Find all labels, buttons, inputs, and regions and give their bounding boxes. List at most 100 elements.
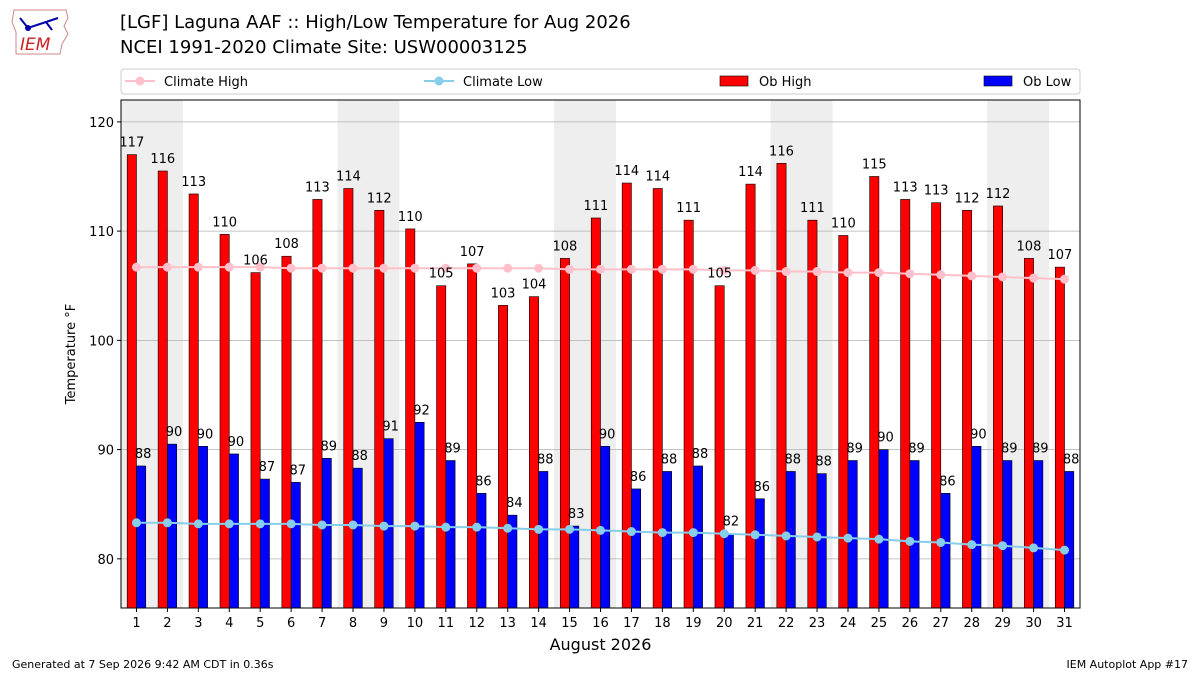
x-tick-label: 10 — [407, 616, 424, 631]
x-tick-label: 22 — [778, 616, 795, 631]
climate-high-point — [379, 263, 389, 273]
ob-low-label: 86 — [475, 474, 492, 489]
climate-low-point — [565, 524, 575, 534]
ob-low-label: 82 — [723, 515, 740, 530]
ob-high-label: 105 — [429, 267, 454, 282]
x-tick-label: 20 — [716, 616, 733, 631]
climate-high-point — [998, 272, 1008, 282]
ob-high-label: 108 — [553, 239, 578, 254]
ob-high-bar — [126, 154, 137, 609]
ob-high-label: 111 — [676, 201, 701, 216]
climate-low-point — [317, 520, 327, 530]
climate-high-point — [1060, 274, 1070, 284]
climate-high-point — [410, 263, 420, 273]
ob-low-label: 88 — [1063, 452, 1080, 467]
ob-low-label: 87 — [259, 460, 276, 475]
ob-high-label: 107 — [1047, 248, 1072, 263]
climate-high-point — [131, 262, 141, 272]
ob-low-label: 90 — [877, 431, 894, 446]
ob-high-label: 108 — [274, 237, 299, 252]
ob-high-bar — [652, 188, 663, 609]
ob-high-bar — [776, 163, 787, 609]
climate-low-point — [688, 528, 698, 538]
climate-low-point — [193, 519, 203, 529]
x-tick-label: 25 — [871, 616, 888, 631]
x-tick-label: 28 — [963, 616, 980, 631]
climate-high-point — [534, 263, 544, 273]
ob-high-label: 116 — [769, 144, 794, 159]
legend-climate-high-marker — [135, 76, 145, 86]
climate-low-point — [379, 521, 389, 531]
ob-high-bar — [621, 182, 632, 609]
ob-low-label: 88 — [815, 455, 832, 470]
ob-low-bar — [290, 482, 301, 609]
ob-low-bar — [445, 460, 456, 609]
climate-high-point — [441, 263, 451, 273]
climate-low-point — [843, 533, 853, 543]
ob-low-bar — [754, 498, 765, 609]
ob-low-bar — [136, 465, 147, 609]
climate-high-point — [781, 267, 791, 277]
ob-low-label: 89 — [444, 442, 461, 457]
climate-low-point — [224, 519, 234, 529]
x-tick-label: 4 — [225, 616, 233, 631]
x-tick-label: 16 — [592, 616, 609, 631]
x-tick-label: 17 — [623, 616, 640, 631]
legend-ob-low-swatch — [983, 75, 1013, 87]
ob-low-bar — [476, 492, 487, 609]
ob-low-label: 90 — [166, 425, 183, 440]
ob-high-bar — [683, 219, 694, 609]
ob-low-bar — [693, 465, 703, 609]
ob-low-label: 88 — [537, 452, 554, 467]
legend-ob-low-label: Ob Low — [1023, 75, 1072, 90]
climate-high-point — [626, 264, 636, 274]
climate-low-point — [874, 534, 884, 544]
climate-low-point — [348, 520, 358, 530]
x-tick-label: 24 — [840, 616, 857, 631]
ob-high-label: 117 — [119, 136, 144, 151]
climate-high-point — [503, 263, 513, 273]
ob-low-bar — [321, 458, 332, 609]
climate-high-point — [874, 268, 884, 278]
climate-low-point — [1060, 545, 1070, 555]
ob-high-label: 112 — [986, 187, 1011, 202]
ob-low-bar — [569, 525, 580, 609]
ob-low-label: 90 — [970, 427, 987, 442]
ob-low-label: 86 — [754, 480, 771, 495]
ob-high-bar — [931, 202, 942, 609]
x-tick-label: 12 — [468, 616, 485, 631]
ob-low-bar — [662, 471, 672, 609]
x-tick-label: 18 — [654, 616, 671, 631]
climate-high-point — [719, 265, 729, 275]
ob-high-label: 113 — [305, 180, 330, 195]
ob-high-label: 114 — [645, 169, 670, 184]
x-tick-label: 5 — [256, 616, 264, 631]
ob-high-bar — [745, 183, 756, 609]
climate-high-point — [688, 264, 698, 274]
y-tick-label: 90 — [97, 444, 114, 459]
ob-high-label: 111 — [800, 201, 825, 216]
climate-high-point — [750, 265, 760, 275]
y-tick-label: 80 — [97, 553, 114, 568]
ob-high-bar — [590, 217, 601, 609]
climate-high-point — [1029, 273, 1039, 283]
ob-high-label: 116 — [150, 152, 175, 167]
ob-high-bar — [498, 305, 508, 609]
climate-high-point — [843, 268, 853, 278]
climate-high-point — [472, 263, 482, 273]
ob-low-bar — [909, 460, 920, 609]
ob-high-bar — [188, 193, 199, 609]
ob-low-label: 89 — [1032, 442, 1049, 457]
climate-high-point — [596, 264, 605, 274]
climate-low-point — [750, 530, 760, 540]
ob-high-bar — [219, 234, 230, 609]
ob-high-label: 105 — [707, 267, 732, 282]
ob-low-label: 90 — [228, 435, 245, 450]
iem-logo-graphic: IEM — [11, 9, 69, 55]
y-tick-label: 110 — [89, 225, 114, 240]
x-tick-label: 13 — [499, 616, 516, 631]
x-tick-label: 23 — [809, 616, 826, 631]
ob-high-label: 111 — [583, 199, 608, 214]
x-tick-label: 30 — [1025, 616, 1042, 631]
x-axis-label: August 2026 — [550, 635, 652, 654]
